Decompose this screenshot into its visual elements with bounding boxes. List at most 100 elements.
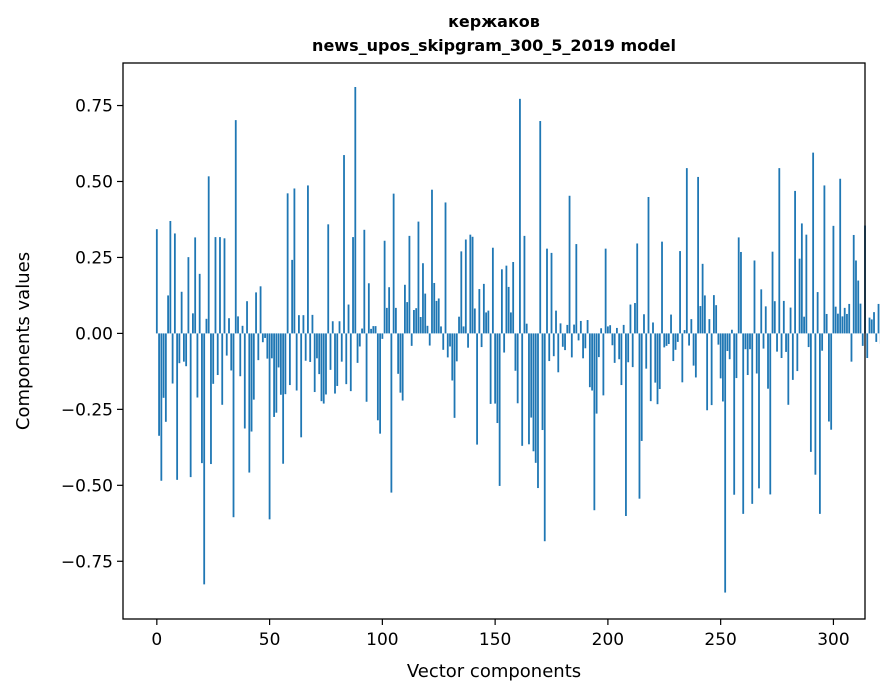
bar-178 xyxy=(557,333,559,372)
bar-89 xyxy=(357,333,359,362)
bar-117 xyxy=(420,317,422,333)
y-tick-label: 0.25 xyxy=(75,248,113,268)
bar-239 xyxy=(695,333,697,377)
bar-100 xyxy=(381,333,383,338)
bar-171 xyxy=(542,333,544,430)
bar-59 xyxy=(289,333,291,385)
bar-317 xyxy=(871,319,873,333)
bar-312 xyxy=(860,304,862,334)
bar-133 xyxy=(456,333,458,361)
bar-68 xyxy=(309,333,311,362)
bar-27 xyxy=(217,333,219,375)
bar-254 xyxy=(729,333,731,359)
bar-88 xyxy=(354,87,356,333)
bar-225 xyxy=(663,333,665,347)
bar-168 xyxy=(535,333,537,462)
bar-300 xyxy=(833,226,835,334)
bar-43 xyxy=(253,333,255,399)
bar-39 xyxy=(244,333,246,428)
bar-30 xyxy=(224,238,226,333)
bar-257 xyxy=(736,333,738,378)
bar-273 xyxy=(772,252,774,334)
bar-241 xyxy=(699,306,701,333)
bar-258 xyxy=(738,237,740,333)
bar-119 xyxy=(424,294,426,334)
bar-11 xyxy=(181,292,183,334)
x-axis-label: Vector components xyxy=(407,661,581,682)
bar-47 xyxy=(262,333,264,342)
bar-179 xyxy=(560,323,562,333)
bar-198 xyxy=(602,333,604,395)
bar-37 xyxy=(239,333,241,376)
bar-98 xyxy=(377,333,379,420)
bar-181 xyxy=(564,333,566,350)
bar-285 xyxy=(799,259,801,334)
bar-267 xyxy=(758,333,760,488)
bar-140 xyxy=(472,237,474,334)
bar-261 xyxy=(745,333,747,349)
bar-136 xyxy=(463,326,465,333)
bar-303 xyxy=(839,179,841,334)
bar-50 xyxy=(269,333,271,519)
bar-301 xyxy=(835,307,837,334)
bar-192 xyxy=(589,333,591,387)
bar-177 xyxy=(555,311,557,334)
bar-113 xyxy=(411,333,413,345)
bar-105 xyxy=(393,194,395,334)
bar-106 xyxy=(395,308,397,334)
bar-151 xyxy=(496,333,498,423)
bar-18 xyxy=(197,333,199,397)
bar-76 xyxy=(327,224,329,333)
bar-115 xyxy=(415,308,417,333)
bar-126 xyxy=(440,326,442,333)
bar-75 xyxy=(325,333,327,394)
bar-307 xyxy=(848,304,850,333)
bar-186 xyxy=(575,244,577,333)
bar-38 xyxy=(242,326,244,334)
bar-45 xyxy=(257,333,259,360)
bar-131 xyxy=(451,333,453,380)
bar-196 xyxy=(598,333,600,357)
bar-6 xyxy=(169,221,171,333)
bar-247 xyxy=(713,295,715,333)
bar-290 xyxy=(810,333,812,451)
bar-51 xyxy=(271,333,273,358)
bar-310 xyxy=(855,260,857,333)
bar-248 xyxy=(715,305,717,333)
bar-42 xyxy=(251,333,253,431)
bar-231 xyxy=(677,333,679,342)
bar-174 xyxy=(548,333,550,361)
x-tick-label: 50 xyxy=(259,630,281,650)
bar-17 xyxy=(194,237,196,333)
bar-150 xyxy=(494,333,496,403)
bar-197 xyxy=(600,328,602,333)
bar-83 xyxy=(343,155,345,333)
bar-74 xyxy=(323,333,325,403)
bar-259 xyxy=(740,252,742,333)
bar-33 xyxy=(230,333,232,370)
bar-316 xyxy=(869,318,871,334)
bar-141 xyxy=(474,308,476,333)
bar-25 xyxy=(212,333,214,383)
x-tick-label: 250 xyxy=(704,630,736,650)
bar-278 xyxy=(783,301,785,334)
bar-142 xyxy=(476,333,478,444)
bar-26 xyxy=(215,237,217,333)
y-tick-label: −0.50 xyxy=(61,476,113,496)
bar-289 xyxy=(808,333,810,347)
bar-165 xyxy=(528,333,530,444)
bar-320 xyxy=(878,304,880,333)
bar-57 xyxy=(284,333,286,394)
bar-260 xyxy=(742,333,744,513)
bar-234 xyxy=(684,330,686,333)
bar-188 xyxy=(580,321,582,333)
bar-12 xyxy=(183,333,185,361)
bar-124 xyxy=(436,301,438,334)
bar-295 xyxy=(821,333,823,350)
bar-218 xyxy=(648,197,650,333)
bar-125 xyxy=(438,298,440,333)
bar-149 xyxy=(492,248,494,334)
bar-62 xyxy=(296,333,298,390)
bar-271 xyxy=(767,333,769,388)
